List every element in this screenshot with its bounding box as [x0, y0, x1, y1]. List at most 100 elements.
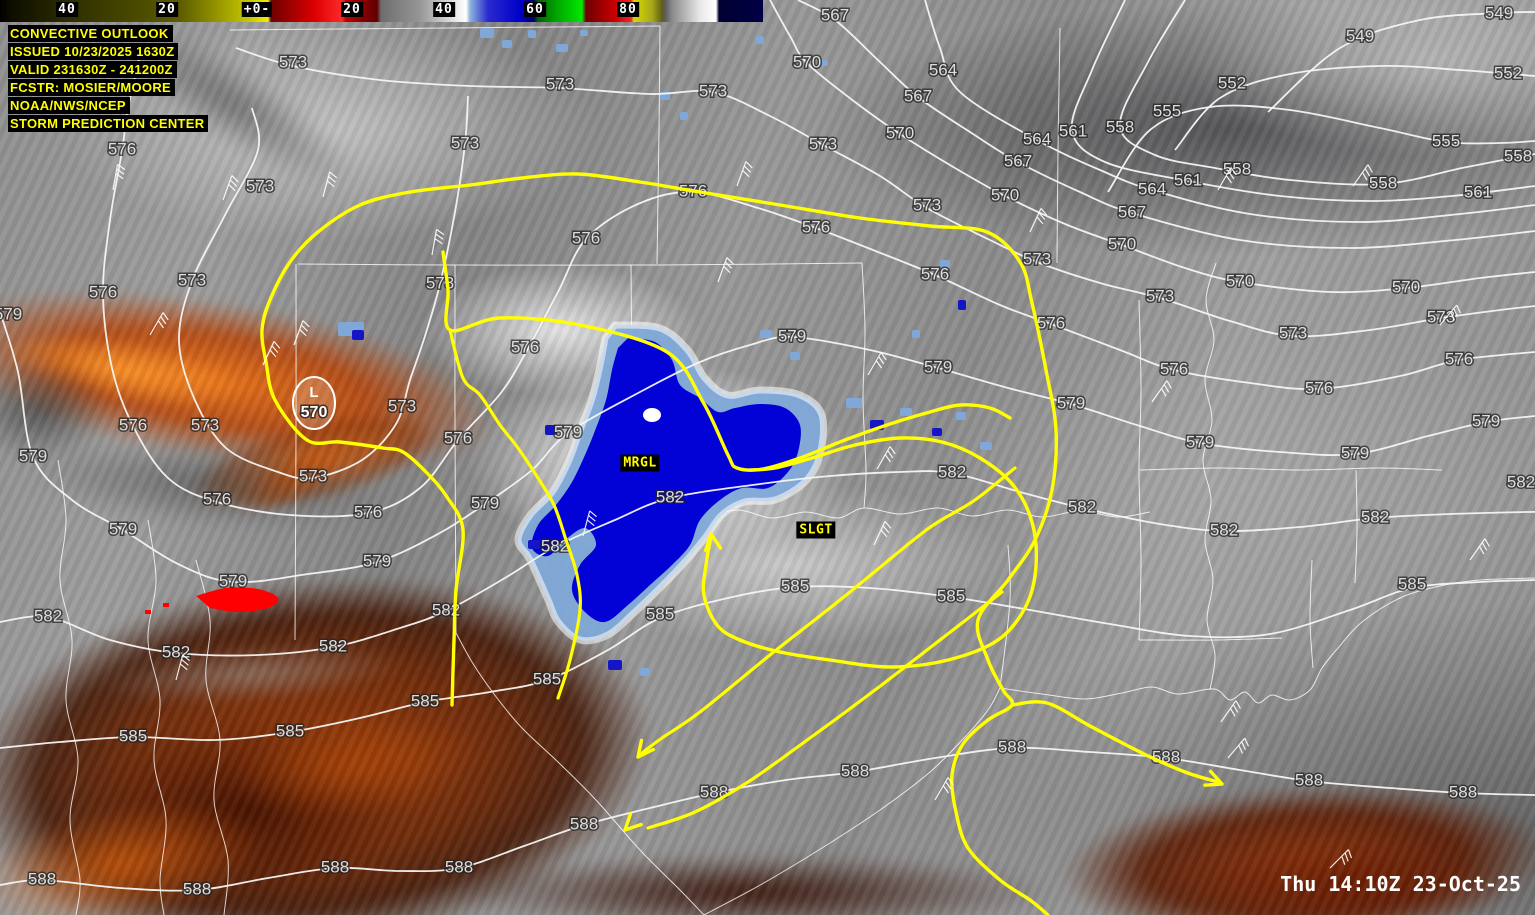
contour-label: 582 — [1068, 497, 1096, 516]
contour-label: 582 — [656, 487, 684, 506]
radar-echo-speck — [846, 398, 862, 408]
contour-label: 588 — [28, 869, 56, 888]
radar-echo-speck — [608, 660, 622, 670]
low-pressure-letter: L — [309, 384, 318, 401]
wind-barb — [431, 228, 445, 256]
contour-label: 576 — [921, 264, 949, 283]
state-border — [1354, 469, 1358, 584]
contour-label: 564 — [929, 60, 957, 79]
contour-label: 558 — [1369, 173, 1397, 192]
wind-barb — [934, 777, 954, 801]
outlook-line-west-inner-line — [448, 328, 582, 700]
colorbar-tick-label: 20 — [341, 2, 363, 17]
contour-label: 579 — [924, 357, 952, 376]
contour-label: 576 — [119, 415, 147, 434]
contour-label: 588 — [1449, 782, 1477, 801]
contour-line-558 — [1119, 0, 1535, 186]
contour-line-564 — [924, 0, 1535, 223]
contour-label: 582 — [162, 642, 190, 661]
wind-barb — [1329, 849, 1353, 869]
contour-label: 573 — [1146, 286, 1174, 305]
contour-label: 558 — [1223, 159, 1251, 178]
contour-label: 576 — [1160, 359, 1188, 378]
contour-label: 579 — [0, 304, 22, 323]
radar-echo-hole — [643, 408, 661, 422]
state-border — [999, 577, 1535, 704]
contour-label: 585 — [276, 721, 304, 740]
contour-label: 582 — [1210, 520, 1238, 539]
hot-pixel-region — [196, 587, 279, 612]
low-pressure-contour — [292, 376, 336, 430]
product-center: STORM PREDICTION CENTER — [8, 115, 209, 132]
contour-label: 552 — [1494, 63, 1522, 82]
contour-label: 573 — [191, 415, 219, 434]
outlook-label-slgt: SLGT — [796, 521, 836, 539]
contour-label: 573 — [809, 134, 837, 153]
contour-label: 570 — [991, 185, 1019, 204]
contour-label: 561 — [1464, 182, 1492, 201]
radar-echo-speck — [932, 428, 942, 436]
outlook-line-inner-diagonal-a — [640, 466, 1017, 755]
colorbar-tick-label: +0- — [241, 2, 273, 17]
state-border — [1138, 637, 1283, 641]
radar-echo-speck — [680, 112, 688, 120]
wind-barb — [175, 654, 190, 681]
colorbar-tick-label: 60 — [524, 2, 546, 17]
product-agency: NOAA/NWS/NCEP — [8, 97, 130, 114]
contour-line-588 — [0, 746, 1535, 892]
wind-barb — [262, 341, 281, 366]
contour-label: 573 — [279, 52, 307, 71]
colorbar-tick-label: 40 — [56, 2, 78, 17]
contour-label: 582 — [541, 536, 569, 555]
product-forecaster: FCSTR: MOSIER/MOORE — [8, 79, 175, 96]
radar-echo-speck — [480, 28, 494, 38]
product-info-block: CONVECTIVE OUTLOOK ISSUED 10/23/2025 163… — [8, 25, 209, 133]
radar-echo-speck — [980, 442, 992, 450]
outlook-line-inner-diagonal-b — [646, 590, 1004, 830]
outlook-line-slgt-outline — [701, 436, 1039, 669]
state-border — [999, 544, 1011, 689]
contour-label: 588 — [1295, 770, 1323, 789]
contour-line-561 — [1070, 0, 1535, 202]
radar-echo-speck — [756, 36, 764, 44]
state-border — [1309, 559, 1314, 669]
radar-echo-speck — [352, 330, 364, 340]
radar-echo-speck — [528, 30, 536, 38]
contour-label: 576 — [444, 428, 472, 447]
contour-label: 579 — [19, 446, 47, 465]
radar-echo-speck — [556, 44, 568, 52]
contour-label: 579 — [554, 422, 582, 441]
contour-label: 576 — [203, 489, 231, 508]
contour-label: 570 — [1226, 271, 1254, 290]
contour-label: 576 — [802, 217, 830, 236]
contour-label: 579 — [1057, 393, 1085, 412]
contour-label: 558 — [1504, 146, 1532, 165]
state-border — [703, 687, 1001, 915]
hot-pixel-dot — [145, 610, 151, 614]
wind-barb — [1439, 304, 1462, 326]
contour-label: 588 — [321, 857, 349, 876]
contour-line-552 — [1174, 64, 1535, 151]
outlook-label-mrgl: MRGL — [620, 454, 660, 472]
wind-barb — [582, 510, 597, 537]
contour-label: 585 — [781, 576, 809, 595]
contour-line-570 — [769, 0, 1535, 294]
contour-label: 582 — [1361, 507, 1389, 526]
contour-label: 567 — [1004, 151, 1032, 170]
contour-label: 579 — [1472, 411, 1500, 430]
contour-line-555 — [1107, 104, 1535, 193]
radar-echo-speck — [640, 668, 650, 676]
contour-label: 576 — [89, 282, 117, 301]
wind-barb — [222, 175, 239, 201]
contour-label: 570 — [886, 123, 914, 142]
contour-label: 573 — [451, 133, 479, 152]
outlook-arrowhead — [704, 532, 723, 552]
wind-barb — [149, 312, 169, 336]
contour-line-576 — [102, 54, 1535, 518]
contour-label: 558 — [1106, 117, 1134, 136]
contour-label: 588 — [445, 857, 473, 876]
contour-label: 585 — [646, 604, 674, 623]
state-border — [57, 459, 81, 915]
wind-barb — [322, 171, 337, 198]
